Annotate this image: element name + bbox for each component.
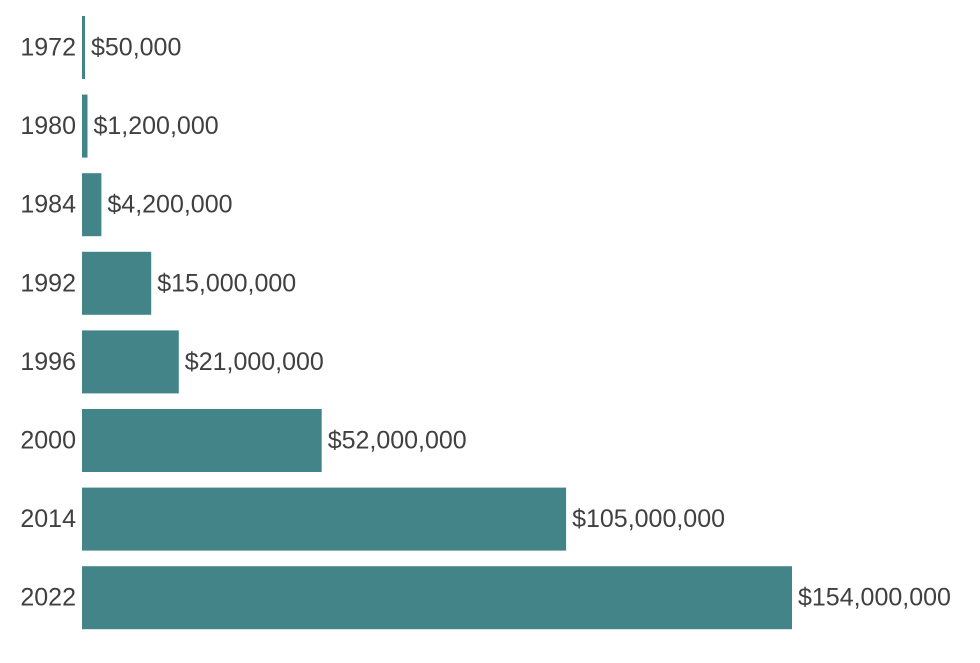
category-label-2014: 2014 xyxy=(20,505,76,533)
bar-2000 xyxy=(82,409,322,472)
category-label-1992: 1992 xyxy=(20,269,76,297)
category-label-1980: 1980 xyxy=(20,112,76,140)
value-label-2022: $154,000,000 xyxy=(798,584,951,612)
bar-2014 xyxy=(82,487,567,551)
value-label-1972: $50,000 xyxy=(91,34,181,62)
value-labels: $50,000 $1,200,000 $4,200,000 $15,000,000 $2… xyxy=(91,34,951,612)
bar-1992 xyxy=(82,251,152,315)
bar-1996 xyxy=(82,330,179,394)
bar-1980 xyxy=(82,94,88,158)
bars-layer xyxy=(82,16,792,630)
category-label-1996: 1996 xyxy=(20,348,76,376)
category-label-1972: 1972 xyxy=(20,34,76,62)
value-label-2000: $52,000,000 xyxy=(328,427,467,455)
value-label-1992: $15,000,000 xyxy=(157,269,296,297)
category-label-2000: 2000 xyxy=(20,427,76,455)
bar-2022 xyxy=(82,566,792,630)
bar-1972 xyxy=(82,16,85,79)
value-label-2014: $105,000,000 xyxy=(572,505,725,533)
value-label-1996: $21,000,000 xyxy=(185,348,324,376)
category-label-2022: 2022 xyxy=(20,584,76,612)
value-label-1980: $1,200,000 xyxy=(94,112,219,140)
category-labels: 1972 1980 1984 1992 1996 2000 2014 2022 xyxy=(20,34,76,612)
category-label-1984: 1984 xyxy=(20,191,76,219)
value-label-1984: $4,200,000 xyxy=(107,191,232,219)
bar-1984 xyxy=(82,173,102,237)
